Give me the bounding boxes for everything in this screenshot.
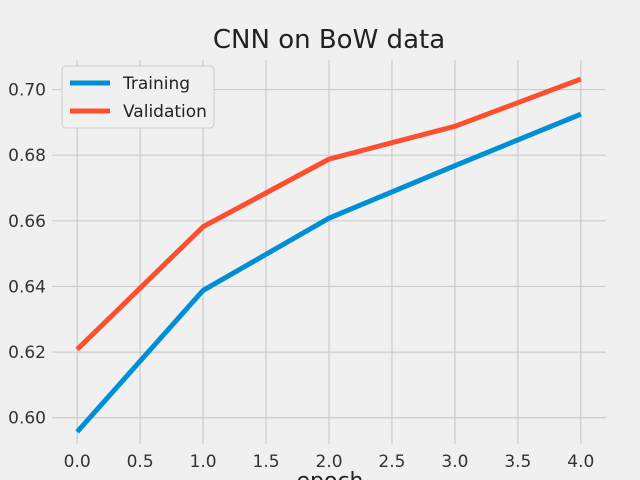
- x-tick-label: 4.0: [567, 452, 594, 472]
- y-tick-label: 0.66: [8, 212, 46, 232]
- legend-label-validation: Validation: [123, 102, 207, 122]
- x-tick-label: 0.5: [127, 452, 154, 472]
- legend: Training Validation: [61, 65, 215, 129]
- x-tick-label: 0.0: [64, 452, 91, 472]
- y-tick-labels: 0.60 0.62 0.64 0.66 0.68 0.70: [8, 81, 46, 429]
- y-tick-label: 0.68: [8, 146, 46, 166]
- x-tick-label: 3.5: [504, 452, 531, 472]
- chart-title: CNN on BoW data: [213, 25, 445, 55]
- y-tick-label: 0.60: [8, 409, 46, 429]
- x-tick-label: 3.0: [441, 452, 468, 472]
- y-tick-label: 0.70: [8, 81, 46, 101]
- y-tick-label: 0.62: [8, 343, 46, 363]
- x-tick-label: 2.0: [315, 452, 342, 472]
- x-axis-label: epoch: [297, 469, 364, 480]
- data-series: [75, 76, 582, 434]
- x-tick-label: 1.0: [190, 452, 217, 472]
- x-tick-label: 2.5: [378, 452, 405, 472]
- y-tick-label: 0.64: [8, 277, 46, 297]
- legend-label-training: Training: [122, 74, 190, 94]
- x-tick-label: 1.5: [253, 452, 280, 472]
- x-tick-labels: 0.0 0.5 1.0 1.5 2.0 2.5 3.0 3.5 4.0: [64, 452, 595, 472]
